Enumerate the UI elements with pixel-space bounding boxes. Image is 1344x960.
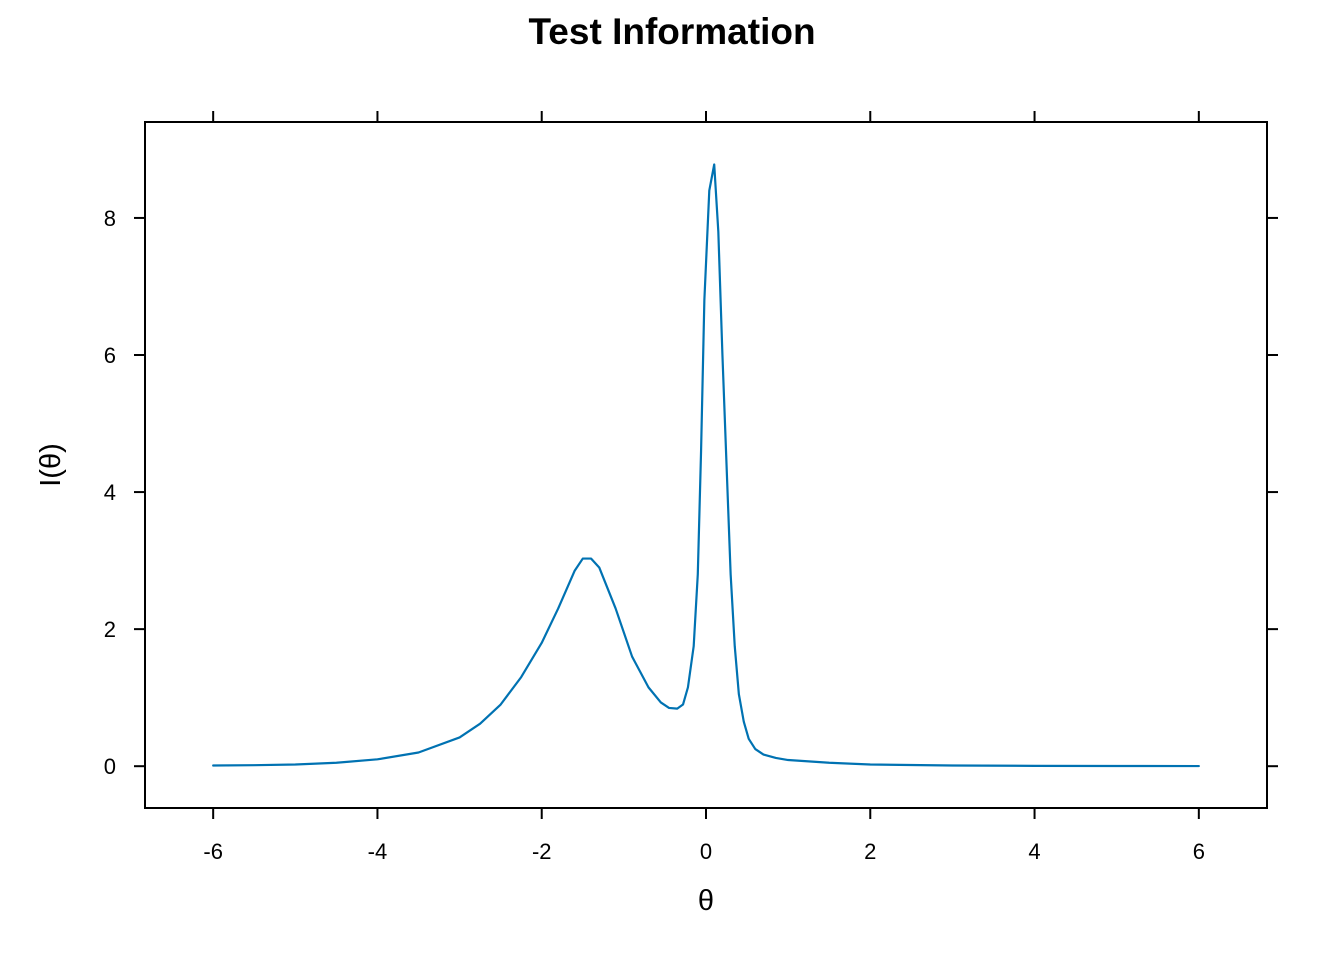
information-curve-line (212, 163, 1200, 768)
plot-frame (144, 121, 1268, 809)
y-tick-label: 8 (104, 206, 116, 231)
chart-title: Test Information (528, 11, 815, 52)
axis-tick-labels: -6 -4 -2 0 2 4 6 0 2 4 6 8 (104, 206, 1205, 864)
y-tick-label: 6 (104, 343, 116, 368)
x-tick-label: -2 (532, 839, 552, 864)
y-tick-label: 0 (104, 754, 116, 779)
y-axis-label: I(θ) (35, 443, 67, 487)
x-tick-label: 6 (1193, 839, 1205, 864)
y-tick-label: 2 (104, 617, 116, 642)
axis-ticks (134, 111, 1278, 819)
y-tick-label: 4 (104, 480, 116, 505)
x-tick-label: -6 (203, 839, 223, 864)
x-tick-label: -4 (368, 839, 388, 864)
x-tick-label: 0 (700, 839, 712, 864)
x-tick-label: 2 (864, 839, 876, 864)
x-tick-label: 4 (1028, 839, 1040, 864)
series-layer (212, 163, 1200, 768)
x-axis-label: θ (698, 885, 714, 917)
